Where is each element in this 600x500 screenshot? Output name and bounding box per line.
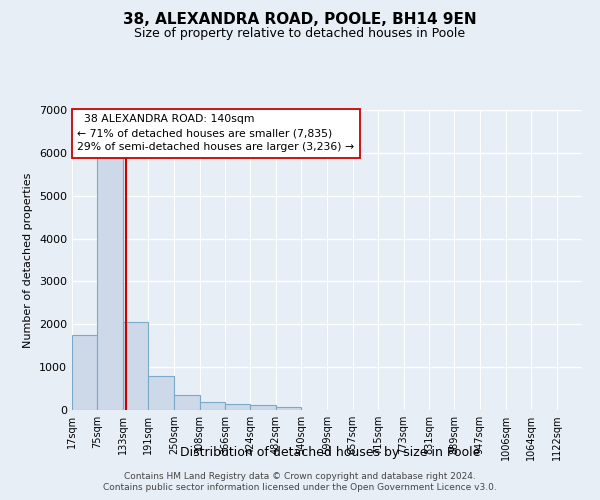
Bar	[276, 407, 301, 410]
Text: Contains HM Land Registry data © Crown copyright and database right 2024.: Contains HM Land Registry data © Crown c…	[124, 472, 476, 481]
Bar	[225, 404, 250, 410]
Y-axis label: Number of detached properties: Number of detached properties	[23, 172, 34, 348]
Bar	[200, 402, 225, 410]
Bar	[123, 322, 148, 410]
Bar	[97, 157, 123, 410]
Text: 38, ALEXANDRA ROAD, POOLE, BH14 9EN: 38, ALEXANDRA ROAD, POOLE, BH14 9EN	[123, 12, 477, 28]
Text: Size of property relative to detached houses in Poole: Size of property relative to detached ho…	[134, 28, 466, 40]
Bar	[148, 376, 174, 410]
Bar	[250, 406, 276, 410]
Bar	[72, 335, 97, 410]
Text: Contains public sector information licensed under the Open Government Licence v3: Contains public sector information licen…	[103, 484, 497, 492]
Text: Distribution of detached houses by size in Poole: Distribution of detached houses by size …	[180, 446, 480, 459]
Text: 38 ALEXANDRA ROAD: 140sqm
← 71% of detached houses are smaller (7,835)
29% of se: 38 ALEXANDRA ROAD: 140sqm ← 71% of detac…	[77, 114, 354, 152]
Bar	[174, 395, 200, 410]
